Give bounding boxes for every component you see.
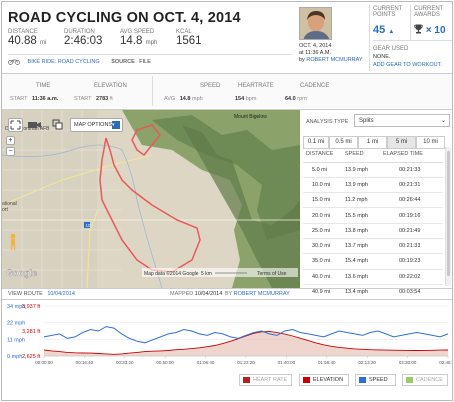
table-row: 40.9 mi 13.4 mph 00:03:54 [303, 284, 443, 301]
bike-icon [8, 59, 20, 65]
points-caret-icon: ▲ [388, 29, 395, 35]
stat-kcal: KCAL 1561 [176, 29, 202, 47]
svg-text:Map data ©2014 Google: Map data ©2014 Google [144, 270, 199, 277]
fullscreen-button[interactable] [8, 118, 23, 132]
scrollbar-thumb[interactable] [447, 151, 450, 276]
avatar[interactable] [299, 7, 332, 40]
layers-icon[interactable] [52, 119, 63, 130]
current-points: CURRENT POINTS 45 ▲ [373, 6, 403, 36]
stat-distance: DISTANCE 40.88 mi [8, 29, 47, 47]
map-canvas: Davis-Monthan AFB Mount Bigelow ational … [2, 110, 300, 288]
svg-text:5 km: 5 km [201, 271, 212, 277]
svg-text:Terms of Use: Terms of Use [257, 271, 287, 277]
table-row: 30.0 mi 13.7 mph 00:21:33 [303, 238, 443, 255]
x-tick-label: 00:00:00 [35, 360, 53, 365]
table-row: 25.0 mi 13.8 mph 00:21:49 [303, 223, 443, 239]
analysis-type-select[interactable]: Splits ⌄ [354, 114, 450, 127]
zoom-out-button[interactable]: − [6, 147, 15, 156]
table-header-row: DISTANCE SPEED ELAPSED TIME [303, 147, 443, 163]
table-row: 10.0 mi 13.9 mph 00:21:31 [303, 177, 443, 194]
y-right-tick-label: 2,625 ft [22, 354, 41, 360]
map-options-dropdown[interactable]: MAP OPTIONS ▾ [70, 118, 123, 132]
legend-heart-rate-button[interactable]: HEART RATE [239, 374, 292, 386]
table-row: 5.0 mi 13.9 mph 00:21:33 [303, 162, 443, 178]
splits-scrollbar[interactable] [445, 147, 451, 286]
svg-text:10: 10 [86, 223, 92, 228]
page-title: ROAD CYCLING ON OCT. 4, 2014 [8, 10, 241, 26]
details-band: TIME ELEVATION START 11:36 a.m. START 27… [2, 74, 452, 108]
activity-type-link[interactable]: BIKE RIDE: ROAD CYCLING [27, 59, 100, 66]
legend-cadence-button[interactable]: CADENCE [402, 374, 448, 386]
trophy-icon [413, 24, 424, 34]
analysis-panel: ANALYSIS TYPE Splits ⌄ 0.1 mi 0.5 mi 1 mi 5… [300, 110, 452, 301]
x-tick-label: 00:16:40 [76, 360, 94, 365]
x-tick-label: 02:13:20 [358, 360, 376, 365]
x-tick-label: 00:33:20 [116, 360, 134, 365]
gear-used: GEAR USED NONE. ADD GEAR TO WORKOUT. [373, 46, 442, 68]
x-tick-label: 00:50:00 [156, 360, 174, 365]
user-name-link[interactable]: ROBERT MCMURRAY [306, 57, 363, 63]
elevation-series-line [43, 330, 449, 355]
camera-button[interactable] [27, 118, 42, 132]
table-row: 20.0 mi 15.5 mph 00:19:16 [303, 207, 443, 224]
y-right-tick-label: 3,937 ft [22, 304, 41, 310]
x-tick-label: 01:23:20 [237, 360, 255, 365]
header-divider [8, 54, 292, 55]
chevron-down-icon: ⌄ [440, 118, 446, 124]
y-right-tick-label: 3,281 ft [22, 329, 41, 335]
y-left-tick-label: 0 mph [7, 354, 22, 360]
table-row: 35.0 mi 15.4 mph 00:19:23 [303, 253, 443, 270]
y-left-tick-label: 34 mph [7, 304, 25, 310]
workout-chart[interactable]: 34 mph 22 mph 11 mph 0 mph 3,937 ft 3,281 ft 2… [2, 300, 453, 372]
zoom-in-button[interactable]: + [6, 136, 15, 145]
x-tick-label: 01:06:40 [197, 360, 215, 365]
x-tick-label: 01:40:00 [278, 360, 296, 365]
y-left-tick-label: 11 mph [7, 337, 25, 343]
x-tick-label: 02:30:00 [399, 360, 417, 365]
elevation-area [44, 331, 448, 356]
y-left-tick-label: 22 mph [7, 321, 25, 327]
user-divider [369, 5, 370, 71]
x-tick-label: 01:56:40 [318, 360, 336, 365]
svg-text:ort: ort [2, 207, 8, 213]
mapped-by-link[interactable]: ROBERT MCMURRAY [233, 291, 290, 297]
speed-series-line [43, 326, 449, 344]
chevron-down-icon: ▾ [112, 121, 120, 129]
view-route-row: VIEW ROUTE 10/04/2014 [8, 291, 75, 297]
route-map[interactable]: Davis-Monthan AFB Mount Bigelow ational … [2, 110, 300, 288]
view-route-link[interactable]: 10/04/2014 [47, 291, 75, 297]
table-row: 40.0 mi 13.6 mph 00:22:02 [303, 269, 443, 285]
legend-speed-button[interactable]: SPEED [355, 374, 396, 386]
user-info: OCT. 4, 2014 at 11:36 A.M. by ROBERT MCM… [299, 43, 363, 63]
x-tick-label: 02:46:40 [439, 360, 453, 365]
add-gear-link[interactable]: ADD GEAR TO WORKOUT. [373, 62, 442, 68]
legend-elevation-button[interactable]: ELEVATION [299, 374, 349, 386]
stat-avg-speed: AVG SPEED 14.8 mph [120, 29, 158, 47]
map-label-davis-monthan: Davis-Monthan AFB [5, 126, 50, 132]
svg-text:Mount Bigelow: Mount Bigelow [234, 114, 267, 120]
svg-text:ational: ational [2, 201, 17, 207]
awards-link[interactable]: × 10 [413, 24, 450, 36]
svg-text:Google: Google [6, 268, 37, 278]
current-awards: CURRENT AWARDS × 10 [413, 6, 450, 36]
splits-table: DISTANCE SPEED ELAPSED TIME 5.0 mi 13.9 m… [303, 147, 443, 301]
mapped-by-row: MAPPED 10/04/2014 BY ROBERT MCMURRAY [170, 291, 290, 297]
table-row: 15.0 mi 11.2 mph 00:26:44 [303, 192, 443, 209]
activity-type-row: BIKE RIDE: ROAD CYCLING SOURCE FILE [8, 59, 151, 65]
stat-duration: DURATION 2:46:03 [64, 29, 103, 47]
